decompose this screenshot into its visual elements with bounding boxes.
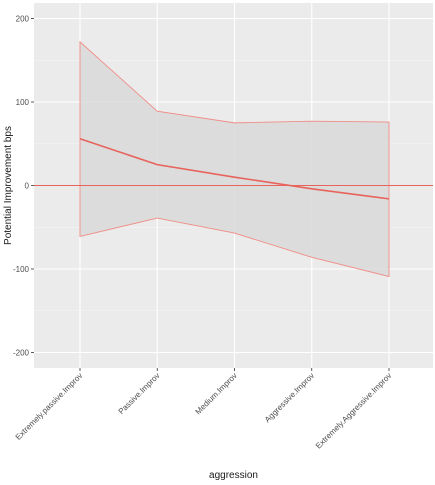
chart-marks <box>34 40 433 278</box>
x-tick-label: Passive.Improv <box>117 371 162 416</box>
x-tick-label: Extremely.Aggressive.Improv <box>314 371 394 451</box>
y-tick-label: -200 <box>13 349 30 358</box>
x-tick-label: Extremely.passive.Improv <box>14 371 85 442</box>
x-axis-ticks: Extremely.passive.Improv Passive.Improv Me… <box>14 368 394 451</box>
y-tick-label: 0 <box>25 182 30 191</box>
x-tick-label: Medium.Improv <box>194 371 239 416</box>
y-axis-title: Potential Improvement bps <box>3 126 14 245</box>
x-axis-title: aggression <box>209 470 258 481</box>
x-tick-label: Aggressive.Improv <box>263 371 316 424</box>
y-tick-label: 200 <box>16 15 30 24</box>
y-tick-label: -100 <box>13 265 30 274</box>
y-tick-label: 100 <box>16 98 30 107</box>
confidence-ribbon <box>79 40 390 278</box>
y-axis-ticks: -200 -100 0 100 200 <box>13 15 34 358</box>
